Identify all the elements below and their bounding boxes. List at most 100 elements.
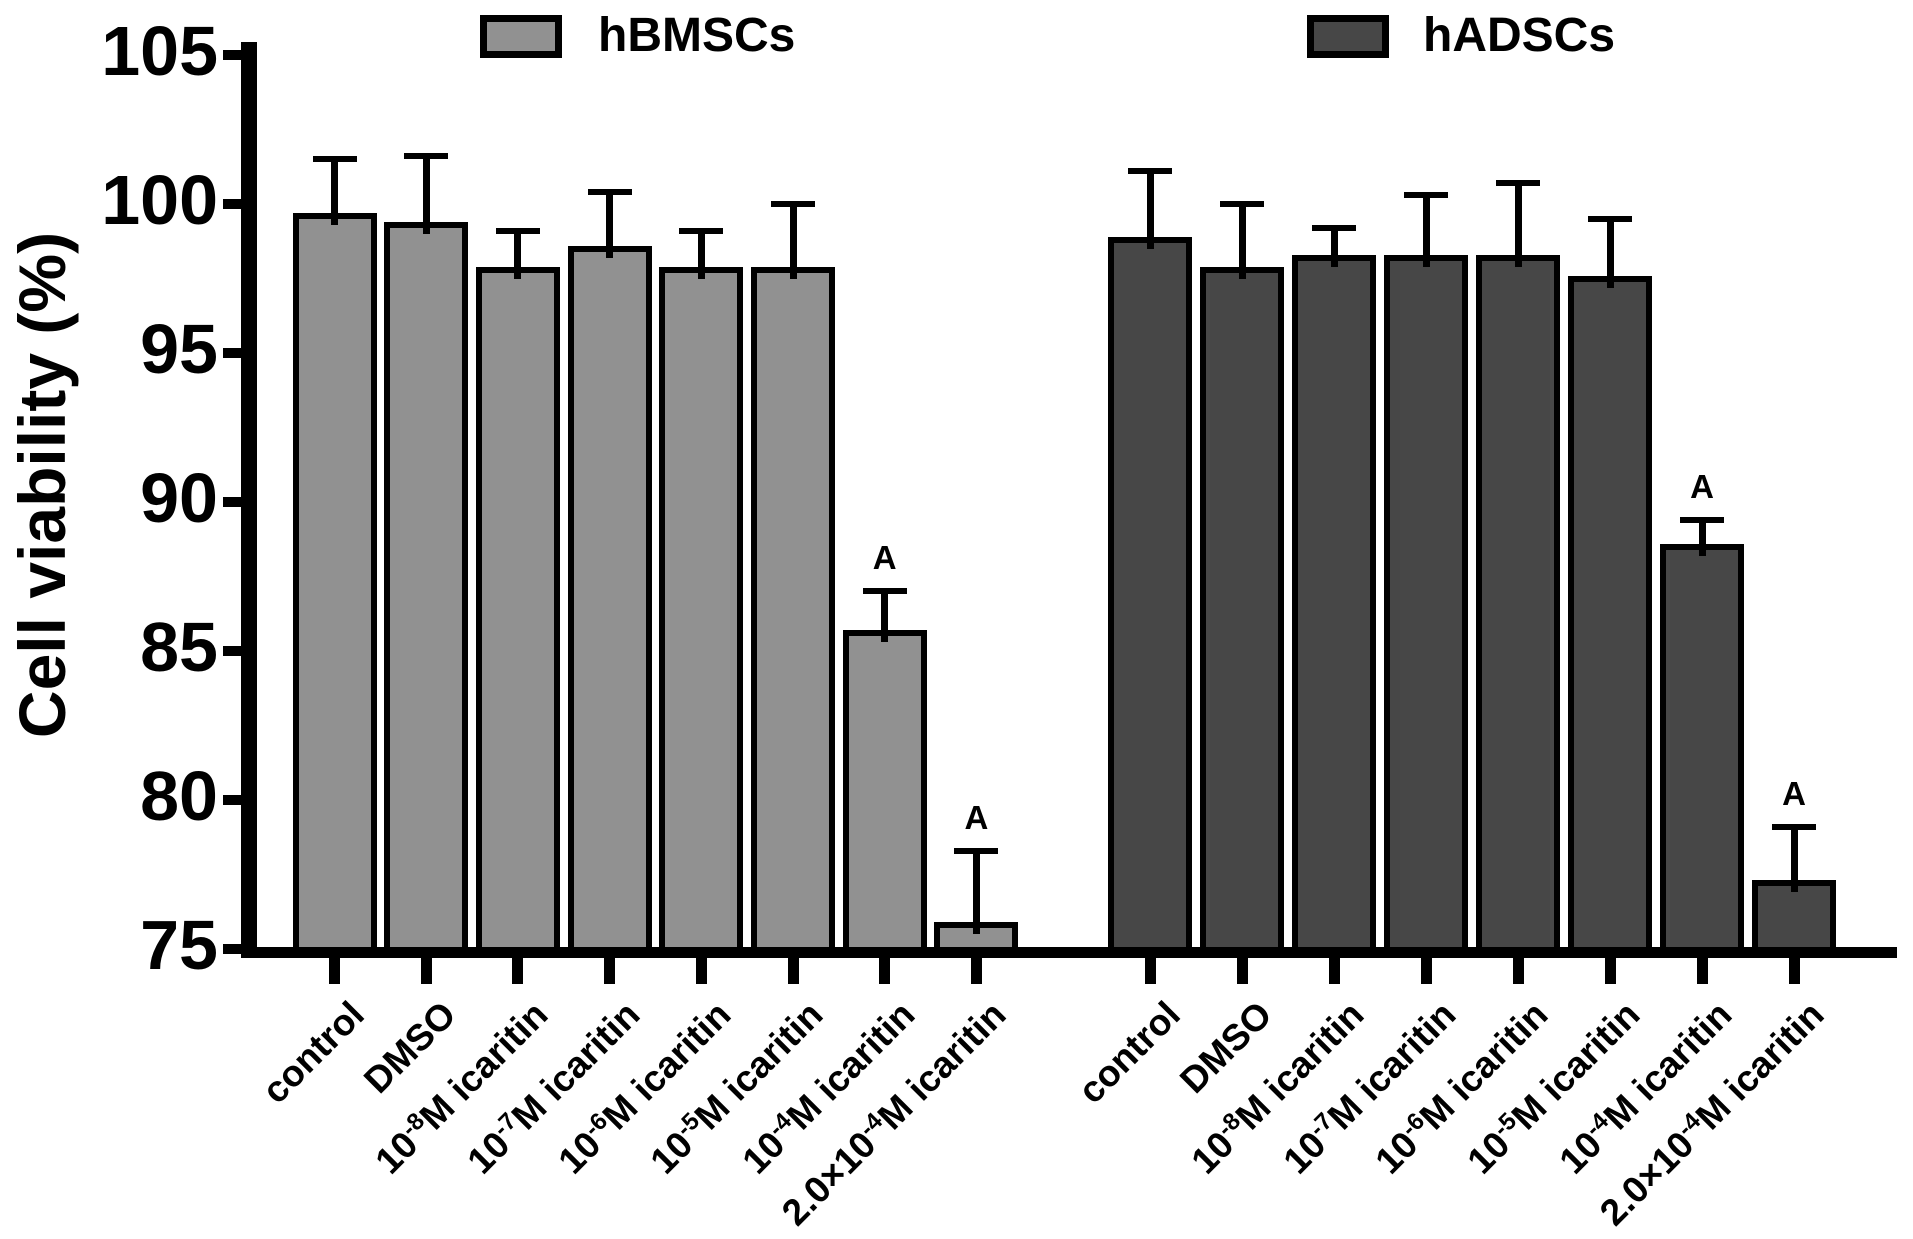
y-tick-label: 105 — [101, 12, 218, 90]
error-bar-cap — [1128, 168, 1172, 175]
significance-label: A — [964, 798, 989, 836]
error-bar-line — [1514, 183, 1522, 267]
bar — [1476, 254, 1560, 953]
error-bar-cap — [862, 588, 907, 595]
legend-swatch-hbmscs — [480, 15, 562, 58]
x-axis-line — [241, 947, 1897, 958]
error-bar-cap — [1588, 215, 1632, 222]
x-tick — [970, 958, 982, 984]
y-tick-label: 90 — [140, 459, 218, 537]
y-tick-label: 100 — [101, 161, 218, 239]
error-bar-line — [697, 230, 705, 279]
x-tick — [879, 958, 891, 984]
exponent: -7 — [1303, 1107, 1338, 1142]
error-bar-line — [1790, 826, 1798, 893]
y-tick-label: 85 — [140, 608, 218, 686]
bar — [1200, 266, 1284, 953]
error-bar-cap — [404, 153, 449, 160]
x-tick — [1236, 958, 1248, 984]
bar — [1108, 236, 1192, 953]
error-bar-cap — [1404, 192, 1448, 199]
error-bar-cap — [679, 227, 724, 234]
bar — [751, 266, 835, 953]
error-bar-line — [514, 230, 522, 279]
exponent: -4 — [762, 1107, 797, 1142]
y-tick-label: 75 — [140, 906, 218, 984]
x-axis-label: control — [254, 993, 373, 1112]
x-tick — [1144, 958, 1156, 984]
y-tick — [223, 795, 241, 805]
y-tick — [223, 199, 241, 209]
y-tick-label: 95 — [140, 310, 218, 388]
error-bar-cap — [1496, 180, 1540, 187]
error-bar-cap — [312, 156, 357, 163]
significance-label: A — [1690, 467, 1714, 505]
error-bar-line — [1606, 218, 1614, 288]
error-bar-line — [1422, 195, 1430, 267]
bar — [384, 221, 469, 953]
error-bar-line — [1146, 171, 1154, 249]
bar — [567, 245, 652, 953]
exponent: -4 — [1579, 1107, 1614, 1142]
exponent: -8 — [1211, 1107, 1246, 1142]
legend-label-hbmscs: hBMSCs — [598, 9, 796, 62]
exponent: -8 — [395, 1107, 430, 1142]
exponent: -6 — [579, 1107, 614, 1142]
bar — [292, 212, 377, 953]
x-tick — [329, 958, 340, 984]
exponent: -5 — [1487, 1107, 1522, 1142]
y-tick — [223, 944, 241, 954]
bar — [475, 266, 560, 953]
exponent: -5 — [670, 1107, 705, 1142]
bar — [1292, 254, 1376, 953]
x-tick — [1788, 958, 1800, 984]
bar — [1384, 254, 1468, 953]
y-tick — [223, 348, 241, 358]
y-tick — [223, 497, 241, 507]
exponent: -4 — [854, 1107, 889, 1142]
bar — [1568, 275, 1652, 953]
error-bar-cap — [954, 847, 999, 854]
exponent: -6 — [1395, 1107, 1430, 1142]
error-bar-cap — [771, 201, 815, 207]
error-bar-line — [606, 192, 614, 258]
x-tick — [787, 958, 799, 984]
error-bar-line — [1330, 227, 1338, 267]
x-tick — [604, 958, 616, 984]
significance-label: A — [872, 539, 897, 577]
bar — [659, 266, 744, 953]
error-bar-cap — [1312, 224, 1356, 231]
error-bar-line — [422, 156, 430, 234]
x-tick — [1328, 958, 1340, 984]
error-bar-line — [1238, 204, 1246, 279]
error-bar-cap — [1220, 201, 1264, 207]
y-axis-line — [241, 42, 257, 958]
error-bar-line — [881, 591, 889, 643]
legend-swatch-hadscs — [1307, 15, 1389, 58]
exponent: -4 — [1671, 1107, 1706, 1142]
bar — [842, 630, 927, 953]
y-tick-label: 80 — [140, 757, 218, 835]
bar — [1660, 543, 1744, 953]
legend-label-hadscs: hADSCs — [1423, 9, 1616, 62]
x-tick — [1512, 958, 1524, 984]
error-bar-cap — [1772, 823, 1816, 830]
x-tick — [1420, 958, 1432, 984]
y-tick — [223, 50, 241, 60]
significance-label: A — [1782, 774, 1806, 812]
error-bar-cap — [1680, 516, 1724, 523]
x-tick — [1604, 958, 1616, 984]
x-tick — [1696, 958, 1708, 984]
x-tick — [512, 958, 524, 984]
error-bar-line — [789, 204, 797, 279]
y-tick — [223, 646, 241, 656]
error-bar-line — [1698, 519, 1706, 556]
exponent: -7 — [487, 1107, 522, 1142]
x-axis-label: control — [1069, 993, 1188, 1112]
error-bar-cap — [587, 189, 632, 196]
x-tick — [420, 958, 432, 984]
error-bar-line — [972, 850, 980, 935]
error-bar-line — [331, 159, 338, 225]
error-bar-cap — [495, 227, 540, 234]
